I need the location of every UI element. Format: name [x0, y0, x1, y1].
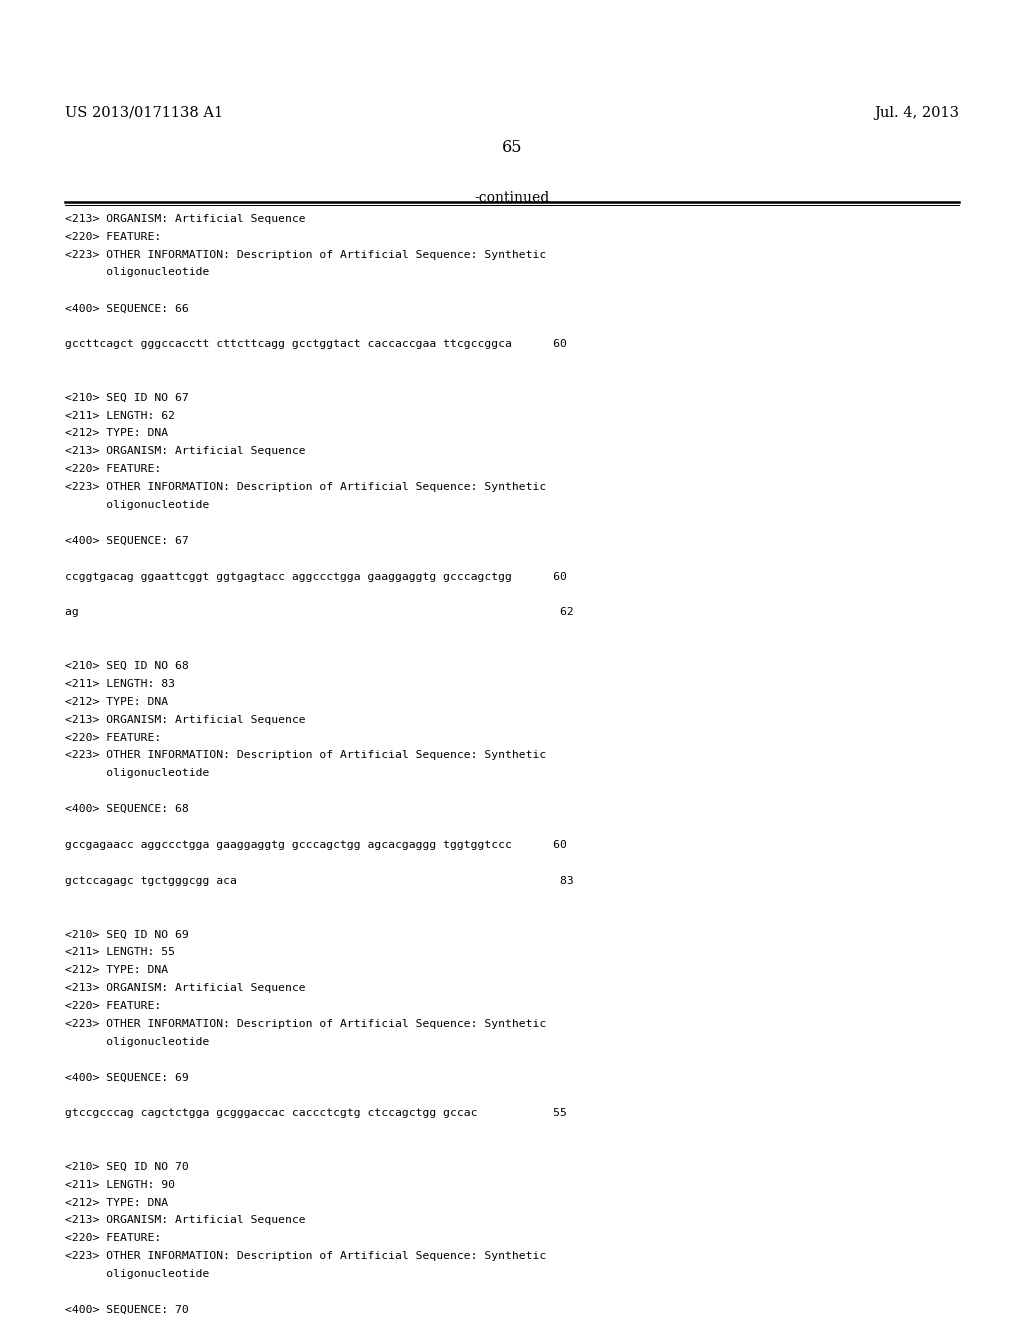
Text: US 2013/0171138 A1: US 2013/0171138 A1 — [65, 106, 222, 120]
Text: ag                                                                      62: ag 62 — [65, 607, 573, 618]
Text: <213> ORGANISM: Artificial Sequence: <213> ORGANISM: Artificial Sequence — [65, 983, 305, 993]
Text: oligonucleotide: oligonucleotide — [65, 768, 209, 779]
Text: <212> TYPE: DNA: <212> TYPE: DNA — [65, 965, 168, 975]
Text: <213> ORGANISM: Artificial Sequence: <213> ORGANISM: Artificial Sequence — [65, 714, 305, 725]
Text: <212> TYPE: DNA: <212> TYPE: DNA — [65, 429, 168, 438]
Text: gccgagaacc aggccctgga gaaggaggtg gcccagctgg agcacgaggg tggtggtccc      60: gccgagaacc aggccctgga gaaggaggtg gcccagc… — [65, 840, 566, 850]
Text: <212> TYPE: DNA: <212> TYPE: DNA — [65, 697, 168, 706]
Text: <220> FEATURE:: <220> FEATURE: — [65, 733, 161, 743]
Text: ccggtgacag ggaattcggt ggtgagtacc aggccctgga gaaggaggtg gcccagctgg      60: ccggtgacag ggaattcggt ggtgagtacc aggccct… — [65, 572, 566, 582]
Text: <210> SEQ ID NO 67: <210> SEQ ID NO 67 — [65, 393, 188, 403]
Text: <211> LENGTH: 83: <211> LENGTH: 83 — [65, 678, 174, 689]
Text: <400> SEQUENCE: 67: <400> SEQUENCE: 67 — [65, 536, 188, 545]
Text: <212> TYPE: DNA: <212> TYPE: DNA — [65, 1197, 168, 1208]
Text: <210> SEQ ID NO 68: <210> SEQ ID NO 68 — [65, 661, 188, 671]
Text: <223> OTHER INFORMATION: Description of Artificial Sequence: Synthetic: <223> OTHER INFORMATION: Description of … — [65, 1251, 546, 1261]
Text: <223> OTHER INFORMATION: Description of Artificial Sequence: Synthetic: <223> OTHER INFORMATION: Description of … — [65, 482, 546, 492]
Text: oligonucleotide: oligonucleotide — [65, 268, 209, 277]
Text: Jul. 4, 2013: Jul. 4, 2013 — [874, 106, 959, 120]
Text: <220> FEATURE:: <220> FEATURE: — [65, 465, 161, 474]
Text: <400> SEQUENCE: 69: <400> SEQUENCE: 69 — [65, 1072, 188, 1082]
Text: oligonucleotide: oligonucleotide — [65, 500, 209, 510]
Text: <210> SEQ ID NO 69: <210> SEQ ID NO 69 — [65, 929, 188, 940]
Text: <223> OTHER INFORMATION: Description of Artificial Sequence: Synthetic: <223> OTHER INFORMATION: Description of … — [65, 1019, 546, 1028]
Text: gccttcagct gggccacctt cttcttcagg gcctggtact caccaccgaa ttcgccggca      60: gccttcagct gggccacctt cttcttcagg gcctggt… — [65, 339, 566, 348]
Text: <400> SEQUENCE: 66: <400> SEQUENCE: 66 — [65, 304, 188, 313]
Text: <220> FEATURE:: <220> FEATURE: — [65, 232, 161, 242]
Text: <210> SEQ ID NO 70: <210> SEQ ID NO 70 — [65, 1162, 188, 1172]
Text: <400> SEQUENCE: 70: <400> SEQUENCE: 70 — [65, 1305, 188, 1315]
Text: <220> FEATURE:: <220> FEATURE: — [65, 1233, 161, 1243]
Text: <220> FEATURE:: <220> FEATURE: — [65, 1001, 161, 1011]
Text: 65: 65 — [502, 139, 522, 156]
Text: <211> LENGTH: 62: <211> LENGTH: 62 — [65, 411, 174, 421]
Text: <223> OTHER INFORMATION: Description of Artificial Sequence: Synthetic: <223> OTHER INFORMATION: Description of … — [65, 750, 546, 760]
Text: <211> LENGTH: 55: <211> LENGTH: 55 — [65, 948, 174, 957]
Text: gctccagagc tgctgggcgg aca                                               83: gctccagagc tgctgggcgg aca 83 — [65, 875, 573, 886]
Text: <223> OTHER INFORMATION: Description of Artificial Sequence: Synthetic: <223> OTHER INFORMATION: Description of … — [65, 249, 546, 260]
Text: <213> ORGANISM: Artificial Sequence: <213> ORGANISM: Artificial Sequence — [65, 446, 305, 457]
Text: gtccgcccag cagctctgga gcgggaccac caccctcgtg ctccagctgg gccac           55: gtccgcccag cagctctgga gcgggaccac caccctc… — [65, 1109, 566, 1118]
Text: <211> LENGTH: 90: <211> LENGTH: 90 — [65, 1180, 174, 1189]
Text: oligonucleotide: oligonucleotide — [65, 1036, 209, 1047]
Text: -continued: -continued — [474, 191, 550, 206]
Text: <213> ORGANISM: Artificial Sequence: <213> ORGANISM: Artificial Sequence — [65, 1216, 305, 1225]
Text: oligonucleotide: oligonucleotide — [65, 1269, 209, 1279]
Text: <213> ORGANISM: Artificial Sequence: <213> ORGANISM: Artificial Sequence — [65, 214, 305, 224]
Text: <400> SEQUENCE: 68: <400> SEQUENCE: 68 — [65, 804, 188, 814]
